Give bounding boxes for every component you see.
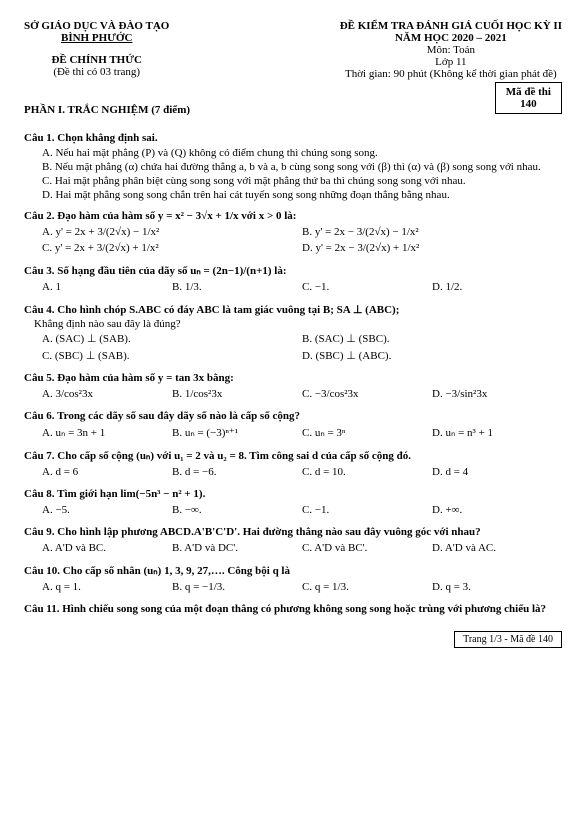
q4-sub: Khẳng định nào sau đây là đúng? bbox=[34, 318, 562, 330]
q7-c: C. d = 10. bbox=[302, 464, 432, 480]
q6-c: C. uₙ = 3ⁿ bbox=[302, 424, 432, 441]
q6-b: B. uₙ = (−3)ⁿ⁺¹ bbox=[172, 424, 302, 441]
exam-code-box: Mã đề thi 140 bbox=[495, 82, 562, 114]
q4-a: A. (SAC) ⊥ (SAB). bbox=[42, 330, 302, 347]
q5-c: C. −3/cos²3x bbox=[302, 386, 432, 402]
q5-a: A. 3/cos²3x bbox=[42, 386, 172, 402]
q4-b: B. (SAC) ⊥ (SBC). bbox=[302, 330, 562, 347]
q8-a: A. −5. bbox=[42, 502, 172, 518]
q6-a: A. uₙ = 3n + 1 bbox=[42, 424, 172, 441]
q5: Câu 5. Đạo hàm của hàm số y = tan 3x bằn… bbox=[24, 372, 562, 384]
province: BÌNH PHƯỚC bbox=[24, 32, 169, 44]
q7-b: B. d = −6. bbox=[172, 464, 302, 480]
q9-d: D. A'D và AC. bbox=[432, 540, 562, 556]
q3: Câu 3. Số hạng đầu tiên của dãy số uₙ = … bbox=[24, 264, 562, 277]
part1-title: PHẦN I. TRẮC NGHIỆM (7 điểm) bbox=[24, 104, 562, 116]
q10-c: C. q = 1/3. bbox=[302, 579, 432, 595]
page-note: (Đề thi có 03 trang) bbox=[24, 66, 169, 78]
q3-d: D. 1/2. bbox=[432, 279, 562, 295]
code-value: 140 bbox=[506, 98, 551, 110]
q2-c: C. y' = 2x + 3/(2√x) + 1/x² bbox=[42, 240, 302, 256]
q6-d: D. uₙ = n³ + 1 bbox=[432, 424, 562, 441]
q10: Câu 10. Cho cấp số nhân (uₙ) 1, 3, 9, 27… bbox=[24, 564, 562, 577]
q3-c: C. −1. bbox=[302, 279, 432, 295]
q1-d: D. Hai mặt phẳng song song chắn trên hai… bbox=[42, 188, 562, 202]
q5-d: D. −3/sin²3x bbox=[432, 386, 562, 402]
q1: Câu 1. Chọn khẳng định sai. bbox=[24, 132, 562, 144]
q8: Câu 8. Tìm giới hạn lim(−5n³ − n² + 1). bbox=[24, 488, 562, 500]
q2-b: B. y' = 2x − 3/(2√x) − 1/x² bbox=[302, 224, 562, 240]
q10-b: B. q = −1/3. bbox=[172, 579, 302, 595]
q9: Câu 9. Cho hình lập phương ABCD.A'B'C'D'… bbox=[24, 526, 562, 538]
duration: Thời gian: 90 phút (Không kể thời gian p… bbox=[340, 68, 562, 80]
q4: Câu 4. Cho hình chóp S.ABC có đáy ABC là… bbox=[24, 303, 562, 316]
q4-d: D. (SBC) ⊥ (ABC). bbox=[302, 347, 562, 364]
q3-b: B. 1/3. bbox=[172, 279, 302, 295]
school-year: NĂM HỌC 2020 – 2021 bbox=[340, 32, 562, 44]
q6: Câu 6. Trong các dãy số sau đây dãy số n… bbox=[24, 410, 562, 422]
q3-a: A. 1 bbox=[42, 279, 172, 295]
q7-a: A. d = 6 bbox=[42, 464, 172, 480]
q1-c: C. Hai mặt phẳng phân biệt cùng song son… bbox=[42, 174, 562, 188]
subject: Môn: Toán bbox=[340, 44, 562, 56]
q1-a: A. Nếu hai mặt phẳng (P) và (Q) không có… bbox=[42, 146, 562, 160]
q1-b: B. Nếu mặt phẳng (α) chứa hai đường thẳn… bbox=[42, 160, 562, 174]
q8-c: C. −1. bbox=[302, 502, 432, 518]
q11: Câu 11. Hình chiếu song song của một đoạ… bbox=[24, 603, 562, 615]
code-label: Mã đề thi bbox=[506, 86, 551, 98]
exam-title: ĐỀ KIỂM TRA ĐÁNH GIÁ CUỐI HỌC KỲ II bbox=[340, 20, 562, 32]
q9-c: C. A'D và BC'. bbox=[302, 540, 432, 556]
q2: Câu 2. Đạo hàm của hàm số y = x² − 3√x +… bbox=[24, 210, 562, 222]
page-footer: Trang 1/3 - Mã đề 140 bbox=[454, 631, 562, 648]
q8-d: D. +∞. bbox=[432, 502, 562, 518]
q5-b: B. 1/cos²3x bbox=[172, 386, 302, 402]
q9-a: A. A'D và BC. bbox=[42, 540, 172, 556]
q10-a: A. q = 1. bbox=[42, 579, 172, 595]
q2-a: A. y' = 2x + 3/(2√x) − 1/x² bbox=[42, 224, 302, 240]
q2-d: D. y' = 2x − 3/(2√x) + 1/x² bbox=[302, 240, 562, 256]
q10-d: D. q = 3. bbox=[432, 579, 562, 595]
q4-c: C. (SBC) ⊥ (SAB). bbox=[42, 347, 302, 364]
dept-line: SỞ GIÁO DỤC VÀ ĐÀO TẠO bbox=[24, 20, 169, 32]
q7: Câu 7. Cho cấp số cộng (uₙ) với u₁ = 2 v… bbox=[24, 449, 562, 462]
q7-d: D. d = 4 bbox=[432, 464, 562, 480]
q9-b: B. A'D và DC'. bbox=[172, 540, 302, 556]
official: ĐỀ CHÍNH THỨC bbox=[24, 54, 169, 66]
q8-b: B. −∞. bbox=[172, 502, 302, 518]
grade: Lớp 11 bbox=[340, 56, 562, 68]
